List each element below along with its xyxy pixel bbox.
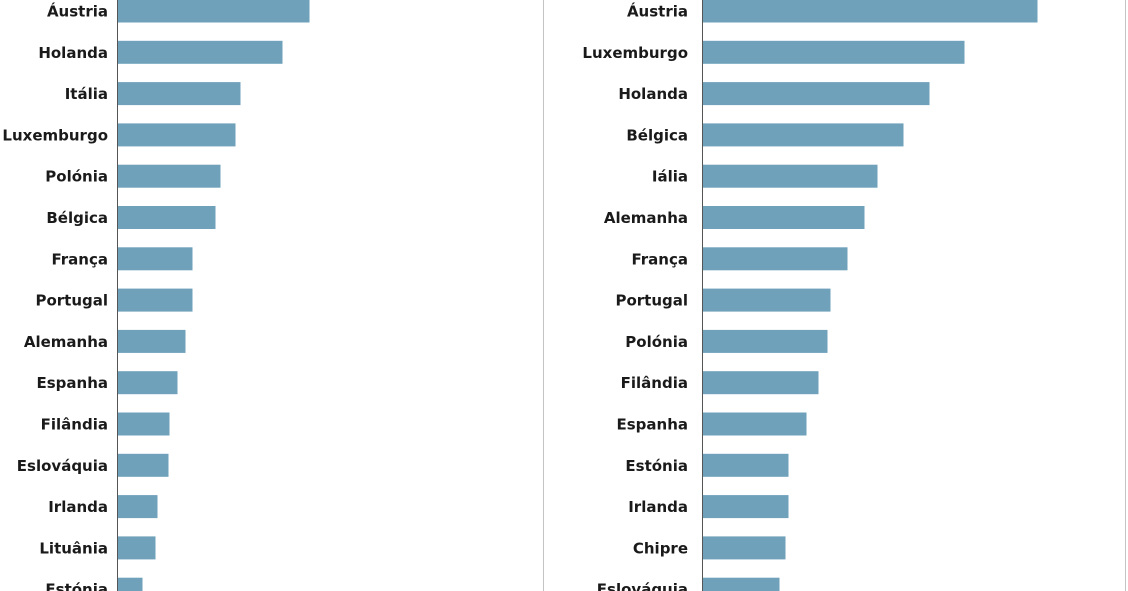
left-bar-4 xyxy=(117,164,221,188)
right-bar-9 xyxy=(702,371,819,395)
left-bar-12 xyxy=(117,495,158,519)
right-category-label-14: Eslováquia xyxy=(597,581,688,591)
right-category-label-1: Luxemburgo xyxy=(582,44,688,62)
right-category-label-13: Chipre xyxy=(633,539,688,557)
left-category-label-12: Irlanda xyxy=(48,498,108,516)
right-bar-chart: Áustria Luxemburgo Holanda Bélgica Iália Alem… xyxy=(582,0,1038,591)
right-bar-10 xyxy=(702,412,807,436)
left-category-label-5: Bélgica xyxy=(46,209,108,227)
right-bar-7 xyxy=(702,288,831,312)
right-category-label-10: Espanha xyxy=(616,416,688,434)
left-category-label-10: Filândia xyxy=(41,416,108,434)
right-bar-12 xyxy=(702,495,789,519)
right-panel-frame xyxy=(543,0,1126,591)
right-bar-1 xyxy=(702,40,965,64)
left-bar-14 xyxy=(117,577,143,591)
left-category-label-8: Alemanha xyxy=(24,333,108,351)
left-category-label-6: França xyxy=(52,250,109,268)
left-bar-10 xyxy=(117,412,170,436)
left-bar-8 xyxy=(117,329,186,353)
right-category-label-5: Alemanha xyxy=(604,209,688,227)
right-bar-13 xyxy=(702,536,786,560)
left-category-label-1: Holanda xyxy=(38,44,108,62)
left-category-label-4: Polónia xyxy=(45,168,108,186)
left-bar-5 xyxy=(117,206,216,229)
right-bar-2 xyxy=(702,82,930,106)
right-bar-3 xyxy=(702,123,904,147)
left-category-label-2: Itália xyxy=(65,85,108,103)
left-bar-1 xyxy=(117,40,283,64)
right-bar-11 xyxy=(702,453,789,477)
right-category-label-2: Holanda xyxy=(618,85,688,103)
left-bar-0 xyxy=(117,0,310,23)
right-bar-14 xyxy=(702,577,780,591)
left-bar-11 xyxy=(117,453,169,477)
left-category-label-11: Eslováquia xyxy=(17,457,108,475)
right-category-label-8: Polónia xyxy=(625,333,688,351)
right-bar-6 xyxy=(702,247,848,271)
left-bar-7 xyxy=(117,288,193,312)
right-bar-8 xyxy=(702,329,828,353)
right-category-label-3: Bélgica xyxy=(626,126,688,144)
left-category-label-7: Portugal xyxy=(35,292,108,310)
left-bar-6 xyxy=(117,247,193,271)
right-category-label-0: Áustria xyxy=(627,2,688,21)
left-bar-3 xyxy=(117,123,236,147)
right-category-label-12: Irlanda xyxy=(628,498,688,516)
left-bar-chart: Áustria Holanda Itália Luxemburgo Polónia Bél… xyxy=(2,0,310,591)
left-category-label-14: Estónia xyxy=(45,581,108,591)
left-bar-13 xyxy=(117,536,156,560)
left-bar-2 xyxy=(117,82,241,106)
right-category-label-9: Filândia xyxy=(621,374,688,392)
right-category-label-7: Portugal xyxy=(615,292,688,310)
right-bar-4 xyxy=(702,164,878,188)
left-category-label-3: Luxemburgo xyxy=(2,126,108,144)
left-bar-9 xyxy=(117,371,178,395)
right-category-label-11: Estónia xyxy=(625,457,688,475)
left-category-label-0: Áustria xyxy=(47,2,108,21)
left-category-label-13: Lituânia xyxy=(39,539,108,557)
left-category-label-9: Espanha xyxy=(36,374,108,392)
right-category-label-4: Iália xyxy=(652,168,688,186)
right-bar-0 xyxy=(702,0,1038,23)
right-category-label-6: França xyxy=(632,250,689,268)
right-bar-5 xyxy=(702,206,865,229)
